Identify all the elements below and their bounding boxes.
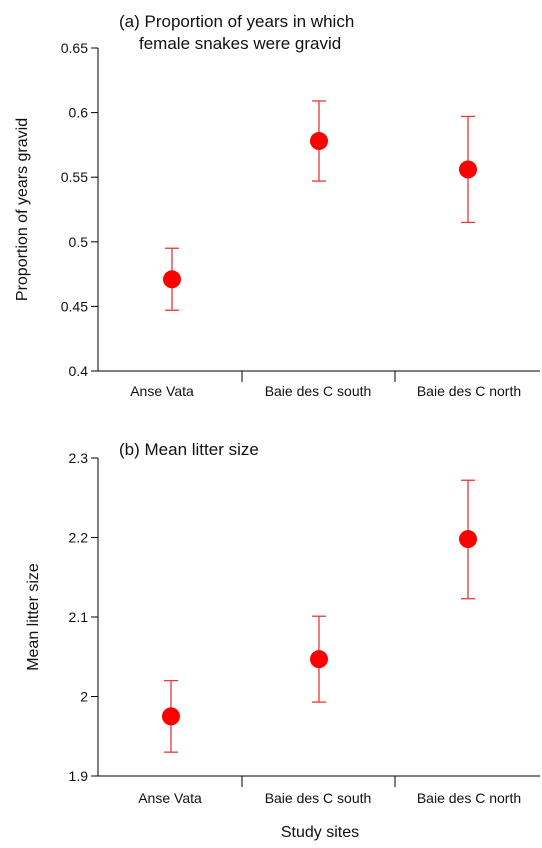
panel-b-data-point: [459, 530, 477, 549]
panel-a-title-line-1: (a) Proportion of years in which: [119, 12, 354, 31]
panel-b-category-label: Baie des C south: [265, 790, 372, 806]
panel-b-category-label: Anse Vata: [138, 790, 202, 806]
panel-b-y-tick-label: 2: [80, 689, 88, 705]
panel-b-x-axis-title: Study sites: [281, 824, 359, 841]
panel-a-y-tick-label: 0.6: [69, 105, 89, 121]
panel-b-data-point: [162, 707, 180, 726]
panel-b-y-tick-label: 2.2: [69, 530, 89, 546]
panel-a-y-tick-label: 0.4: [69, 363, 89, 379]
panel-a: (a) Proportion of years in which female s…: [14, 12, 540, 399]
panel-a-data-point: [310, 132, 328, 151]
panel-b-y-tick-label: 2.3: [69, 450, 89, 466]
panel-b-category-label: Baie des C north: [417, 790, 521, 806]
panel-b-y-tick-label: 2.1: [69, 609, 89, 625]
panel-a-y-axis-title: Proportion of years gravid: [14, 118, 31, 301]
panel-a-category-label: Baie des C south: [265, 383, 372, 399]
panel-a-title-line-2: female snakes were gravid: [139, 34, 341, 53]
panel-b-title: (b) Mean litter size: [119, 440, 259, 459]
panel-a-y-tick-label: 0.55: [61, 169, 88, 185]
panel-a-y-tick-label: 0.5: [69, 234, 89, 250]
panel-b: (b) Mean litter size 1.9 2 2.1 2.2 2.3 Anse Va…: [25, 440, 540, 841]
panel-a-data-point: [459, 160, 477, 179]
panel-a-category-label: Baie des C north: [417, 383, 521, 399]
panel-b-y-axis-title: Mean litter size: [25, 563, 42, 671]
panel-a-y-tick-label: 0.65: [61, 40, 88, 56]
panel-b-y-tick-label: 1.9: [69, 768, 89, 784]
panel-a-data-point: [163, 270, 181, 289]
panel-b-data-point: [310, 650, 328, 669]
panel-a-y-tick-label: 0.45: [61, 298, 88, 314]
panel-a-category-label: Anse Vata: [130, 383, 194, 399]
